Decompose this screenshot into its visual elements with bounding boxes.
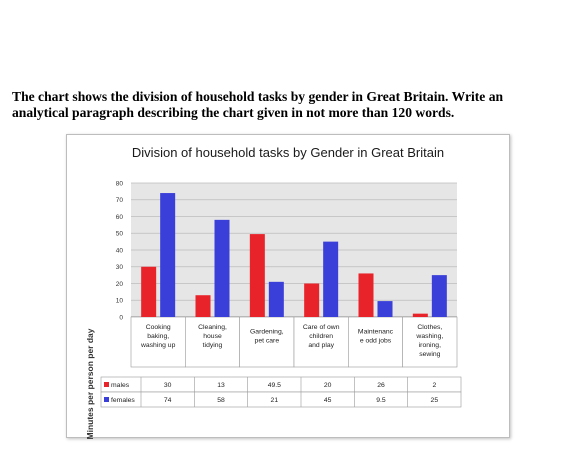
- bar-females: [214, 219, 230, 317]
- bar-females: [431, 275, 447, 317]
- x-tick-label: children: [309, 333, 333, 340]
- x-tick-label: tidying: [203, 342, 223, 349]
- y-tick-label: 70: [116, 197, 124, 204]
- data-label: 2: [432, 382, 436, 389]
- task-prompt: The chart shows the division of househol…: [12, 89, 564, 120]
- x-tick-label: ironing,: [419, 342, 441, 349]
- x-tick-label: Care of own: [303, 324, 340, 331]
- category-label-box: [239, 316, 295, 368]
- data-label: 26: [377, 382, 385, 389]
- category-label-box: [293, 316, 349, 368]
- bar-females: [323, 241, 339, 317]
- prompt-line-1: The chart shows the division of househol…: [12, 89, 504, 104]
- legend-label: females: [111, 397, 135, 404]
- x-tick-label: and play: [308, 342, 334, 349]
- x-tick-label: pet care: [255, 338, 280, 345]
- data-label: 74: [164, 397, 172, 404]
- bar-chart: 0 10 20 30 40 50 60 70 80 Cooking baking, washing u…: [100, 180, 462, 408]
- table-row: [100, 391, 462, 408]
- y-tick-label: 10: [116, 298, 124, 305]
- data-label: 49.5: [268, 382, 281, 389]
- legend-label: males: [111, 382, 130, 389]
- category-label-box: [402, 316, 458, 368]
- y-tick-label: 50: [116, 231, 124, 238]
- data-label: 20: [324, 382, 332, 389]
- data-label: 25: [431, 397, 439, 404]
- bar-females: [268, 281, 284, 317]
- x-tick-label: baking,: [147, 333, 169, 340]
- x-tick-label: washing,: [415, 333, 443, 340]
- data-label: 45: [324, 397, 332, 404]
- x-tick-label: e odd jobs: [360, 338, 392, 345]
- category-label-box: [348, 316, 403, 368]
- x-tick-label: washing up: [140, 342, 176, 349]
- y-tick-label: 0: [119, 314, 123, 321]
- table-row: [100, 376, 462, 393]
- category-label-box: [185, 316, 240, 368]
- data-label: 13: [217, 382, 225, 389]
- y-tick-label: 80: [116, 180, 124, 187]
- bar-males: [141, 266, 157, 317]
- x-tick-label: Cleaning,: [198, 324, 227, 331]
- bar-males: [249, 234, 265, 317]
- bar-females: [160, 193, 176, 317]
- legend-swatch-males: [104, 382, 109, 387]
- bar-males: [412, 313, 428, 317]
- x-tick-label: house: [203, 333, 222, 340]
- bar-males: [195, 295, 211, 317]
- data-label: 21: [271, 397, 279, 404]
- y-tick-label: 60: [116, 214, 124, 221]
- y-tick-label: 40: [116, 247, 124, 254]
- bar-females: [377, 301, 393, 317]
- legend-swatch-females: [104, 397, 109, 402]
- prompt-line-2: analytical paragraph describing the char…: [12, 104, 455, 120]
- x-tick-label: Clothes,: [417, 324, 442, 331]
- y-tick-label: 30: [116, 264, 124, 271]
- bar-males: [304, 283, 320, 317]
- data-label: 9.5: [376, 397, 386, 404]
- x-tick-label: sewing: [419, 351, 440, 358]
- x-tick-label: Maintenanc: [358, 329, 394, 336]
- x-tick-label: Cooking: [146, 324, 171, 331]
- data-label: 30: [164, 382, 172, 389]
- bar-males: [358, 273, 374, 317]
- x-tick-label: Gardening,: [250, 329, 284, 336]
- data-label: 58: [217, 397, 225, 404]
- y-tick-label: 20: [116, 281, 124, 288]
- chart-figure: Division of household tasks by Gender in…: [66, 134, 510, 440]
- chart-title: Division of household tasks by Gender in…: [131, 145, 445, 160]
